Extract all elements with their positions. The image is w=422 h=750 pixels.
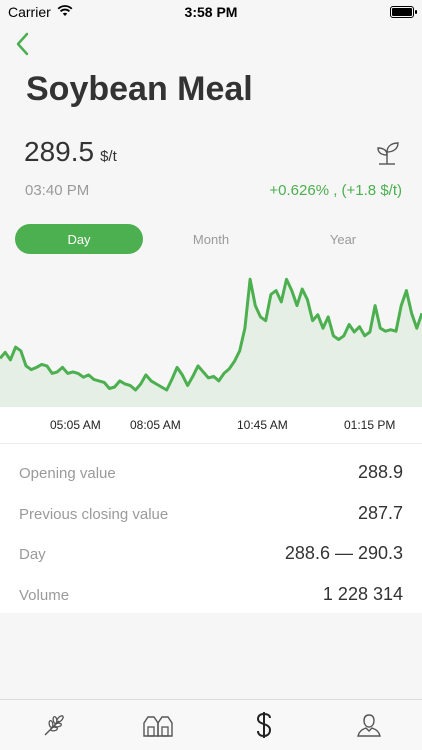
stat-row-volume: Volume 1 228 314: [0, 584, 422, 614]
price-row: 289.5 $/t: [24, 136, 117, 168]
battery-icon: [390, 6, 417, 18]
chart-area-fill: [0, 279, 422, 407]
barn-icon: [143, 716, 173, 737]
tick-label: 10:45 AM: [237, 418, 288, 432]
user-icon: [357, 714, 382, 737]
stat-value: 1 228 314: [322, 584, 403, 604]
tab-profile[interactable]: [317, 700, 422, 750]
stat-row-opening: Opening value 288.9: [0, 462, 422, 492]
tick-label: 08:05 AM: [130, 418, 181, 432]
chevron-left-icon: [16, 32, 29, 56]
dollar-icon: [256, 712, 271, 738]
tab-crops[interactable]: [0, 700, 106, 750]
back-button[interactable]: [10, 30, 34, 58]
status-left: Carrier: [8, 4, 73, 20]
update-time: 03:40 PM: [25, 182, 90, 199]
tab-farms[interactable]: [106, 700, 212, 750]
price-change: +0.626% , (+1.8 $/t): [269, 182, 402, 199]
wifi-icon: [57, 4, 73, 20]
tick-label: 01:15 PM: [344, 418, 396, 432]
segment-month[interactable]: Month: [192, 231, 230, 247]
stat-row-day-range: Day 288.6 — 290.3: [0, 543, 422, 573]
stat-value: 288.9: [357, 462, 403, 482]
carrier-label: Carrier: [8, 4, 51, 20]
page-title: Soybean Meal: [26, 70, 253, 108]
tick-label: 05:05 AM: [50, 418, 101, 432]
tab-prices[interactable]: [211, 700, 317, 750]
segment-day[interactable]: Day: [15, 224, 143, 254]
stat-row-previous-close: Previous closing value 287.7: [0, 503, 422, 533]
price-unit: $/t: [100, 148, 117, 165]
stat-label: Previous closing value: [19, 506, 169, 523]
tab-bar: [0, 699, 422, 750]
stat-value: 287.7: [357, 503, 403, 523]
price-value: 289.5: [24, 136, 95, 167]
stats-panel: Opening value 288.9 Previous closing val…: [0, 443, 422, 613]
price-chart: [0, 277, 422, 407]
stat-label: Opening value: [19, 465, 116, 482]
wheat-icon: [44, 715, 64, 736]
segment-year[interactable]: Year: [329, 231, 357, 247]
stat-label: Day: [19, 546, 46, 563]
sprout-icon: [374, 140, 400, 166]
status-bar: Carrier 3:58 PM: [0, 0, 422, 24]
period-selector: Day Month Year: [15, 224, 407, 254]
time-axis: 05:05 AM 08:05 AM 10:45 AM 01:15 PM: [0, 407, 422, 443]
price-series-line: [0, 277, 422, 392]
stat-value: 288.6 — 290.3: [284, 543, 403, 563]
stat-label: Volume: [19, 587, 70, 604]
